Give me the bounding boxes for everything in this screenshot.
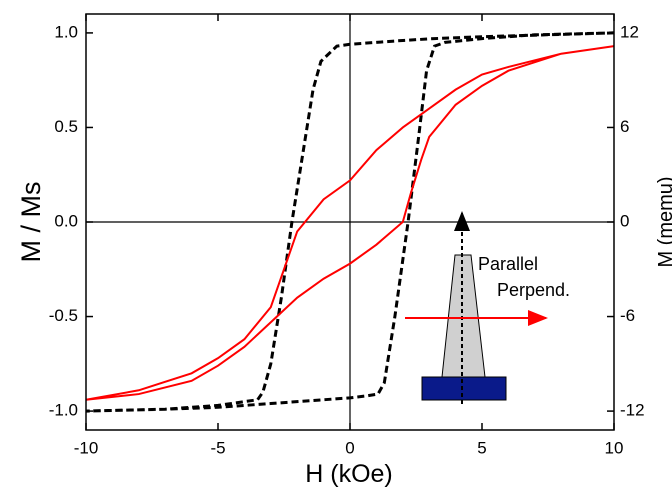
series-line bbox=[85, 31, 615, 413]
y2-tick-label: 0 bbox=[620, 211, 629, 230]
annotation: Parallel bbox=[478, 254, 538, 274]
y2-tick-label: -6 bbox=[620, 306, 635, 325]
y-tick-label: -0.5 bbox=[49, 306, 78, 325]
x-tick-label: 5 bbox=[477, 438, 486, 457]
y-tick-label: -1.0 bbox=[49, 401, 78, 420]
x-tick-label: 0 bbox=[345, 438, 354, 457]
y2-tick-label: 6 bbox=[620, 117, 629, 136]
x-axis-title: H (kOe) bbox=[305, 460, 393, 488]
y-tick-label: 0.5 bbox=[54, 117, 78, 136]
x-tick-label: -5 bbox=[210, 438, 225, 457]
plot-area: -10 -5 0 5 10 -1.0 -0.5 0.0 0.5 1.0 -12 -6 0 6 12 bbox=[49, 13, 645, 457]
y2-tick-label: 12 bbox=[620, 22, 639, 41]
y-tick-label: 0.0 bbox=[54, 211, 78, 230]
x-tick-label: -10 bbox=[74, 438, 99, 457]
x-tick-label: 10 bbox=[605, 438, 624, 457]
substrate bbox=[421, 376, 507, 401]
y-tick-label: 1.0 bbox=[54, 22, 78, 41]
tip bbox=[441, 254, 486, 378]
y2-tick-label: -12 bbox=[620, 401, 645, 420]
y-axis-title: M / Ms bbox=[16, 182, 46, 263]
y2-axis-title: M (memu) bbox=[655, 176, 672, 267]
inset-sketch: Parallel Perpend. bbox=[405, 211, 570, 404]
annotation: Perpend. bbox=[497, 280, 570, 300]
